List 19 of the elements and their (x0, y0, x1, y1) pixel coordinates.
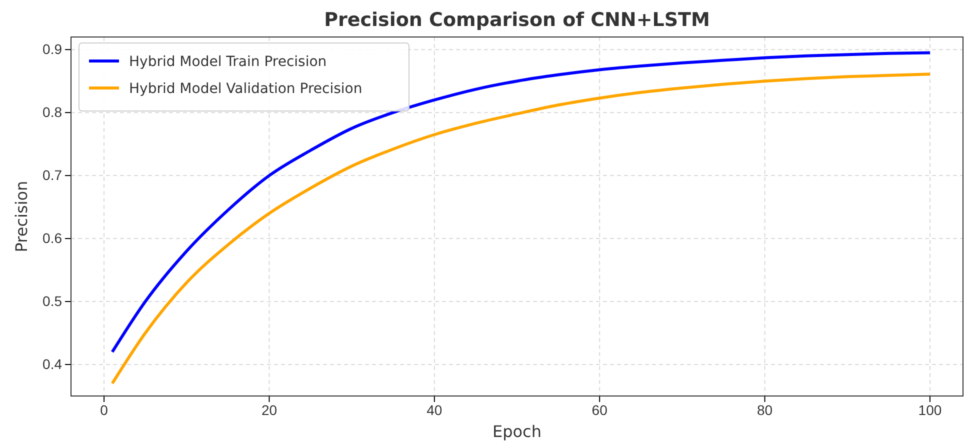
x-axis-title: Epoch (492, 422, 542, 441)
y-tick-label: 0.9 (42, 41, 62, 58)
y-tick-label: 0.7 (42, 167, 62, 184)
x-tick-label: 60 (592, 402, 608, 418)
y-axis-title: Precision (12, 180, 31, 252)
line-series (110, 51, 932, 354)
y-tick-label: 0.5 (42, 293, 62, 310)
line-series (110, 72, 932, 385)
x-tick-label: 100 (918, 402, 942, 418)
x-tick-label: 20 (261, 402, 278, 418)
legend-label: Hybrid Model Validation Precision (129, 81, 362, 97)
y-tick-label: 0.8 (42, 104, 62, 120)
y-tick-label: 0.4 (42, 356, 62, 372)
x-tick-label: 80 (756, 402, 773, 418)
y-tick-label: 0.6 (42, 230, 62, 246)
x-tick-label: 40 (426, 402, 442, 418)
x-tick-label: 0 (100, 402, 108, 418)
legend-label: Hybrid Model Train Precision (129, 54, 327, 70)
chart-title: Precision Comparison of CNN+LSTM (324, 9, 710, 31)
